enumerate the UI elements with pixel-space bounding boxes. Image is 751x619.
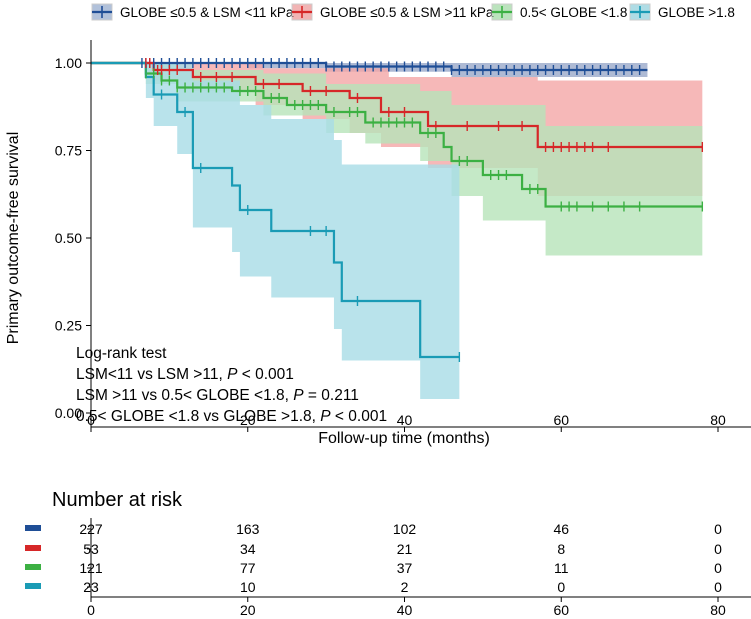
risk-row-swatch-0 <box>25 525 41 531</box>
risk-value-3-2: 2 <box>401 579 409 595</box>
x-tick-label-1: 20 <box>240 412 256 428</box>
risk-value-1-1: 34 <box>240 541 256 557</box>
risk-x-tick-label-4: 80 <box>710 602 726 618</box>
risk-value-2-4: 0 <box>714 560 722 576</box>
risk-x-ticks: 0 20 40 60 80 <box>87 597 726 618</box>
legend-label-3: GLOBE >1.8 <box>658 5 735 20</box>
risk-value-1-3: 8 <box>557 541 565 557</box>
risk-value-3-3: 0 <box>557 579 565 595</box>
risk-x-tick-label-1: 20 <box>240 602 256 618</box>
x-tick-label-2: 40 <box>397 412 413 428</box>
confidence-bands <box>91 63 703 399</box>
y-tick-label-3: 0.75 <box>55 143 82 159</box>
plot-area <box>91 58 704 399</box>
x-tick-label-4: 80 <box>710 412 726 428</box>
y-tick-label-4: 1.00 <box>55 55 82 71</box>
risk-value-1-2: 21 <box>397 541 413 557</box>
risk-value-2-3: 11 <box>554 560 569 576</box>
y-tick-label-1: 0.25 <box>55 318 82 334</box>
risk-table-title: Number at risk <box>52 489 183 511</box>
y-tick-label-2: 0.50 <box>55 230 82 246</box>
risk-value-0-4: 0 <box>714 521 722 537</box>
risk-value-1-4: 0 <box>714 541 722 557</box>
risk-value-0-2: 102 <box>393 521 417 537</box>
y-ticks: 0.00 0.25 0.50 0.75 1.00 <box>55 55 91 421</box>
logrank-title: Log-rank test <box>76 345 167 362</box>
risk-x-tick-label-0: 0 <box>87 602 95 618</box>
risk-row-swatch-3 <box>25 583 41 589</box>
risk-value-3-4: 0 <box>714 579 722 595</box>
risk-x-tick-label-2: 40 <box>397 602 413 618</box>
legend-label-1: GLOBE ≤0.5 & LSM >11 kPa <box>320 5 494 20</box>
logrank-line1: LSM<11 vs LSM >11, P < 0.001 <box>76 366 294 383</box>
x-tick-label-0: 0 <box>87 412 95 428</box>
risk-row-swatch-2 <box>25 564 41 570</box>
y-axis-label: Primary outcome-free survival <box>5 132 22 345</box>
censor-marks <box>141 58 704 362</box>
risk-row-swatch-1 <box>25 545 41 551</box>
risk-value-2-1: 77 <box>240 560 256 576</box>
x-tick-label-3: 60 <box>553 412 569 428</box>
x-ticks: 0 20 40 60 80 <box>87 412 726 432</box>
survival-line-1 <box>91 61 703 149</box>
logrank-line2: LSM >11 vs 0.5< GLOBE <1.8, P = 0.211 <box>76 387 359 404</box>
logrank-annotation: Log-rank test LSM<11 vs LSM >11, P < 0.0… <box>76 345 387 425</box>
legend: GLOBE ≤0.5 & LSM <11 kPa GLOBE ≤0.5 & LSM… <box>91 3 735 21</box>
logrank-line3: 0.5< GLOBE <1.8 vs GLOBE >1.8, P < 0.001 <box>76 408 387 425</box>
risk-value-0-1: 163 <box>236 521 260 537</box>
survival-line-3 <box>91 61 460 359</box>
risk-value-0-3: 46 <box>553 521 569 537</box>
risk-x-tick-label-3: 60 <box>553 602 569 618</box>
legend-label-0: GLOBE ≤0.5 & LSM <11 kPa <box>120 5 294 20</box>
legend-label-2: 0.5< GLOBE <1.8 <box>520 5 627 20</box>
risk-value-3-1: 10 <box>240 579 256 595</box>
y-tick-label-0: 0.00 <box>55 405 82 421</box>
risk-value-2-2: 37 <box>397 560 413 576</box>
x-axis-label: Follow-up time (months) <box>318 430 490 447</box>
